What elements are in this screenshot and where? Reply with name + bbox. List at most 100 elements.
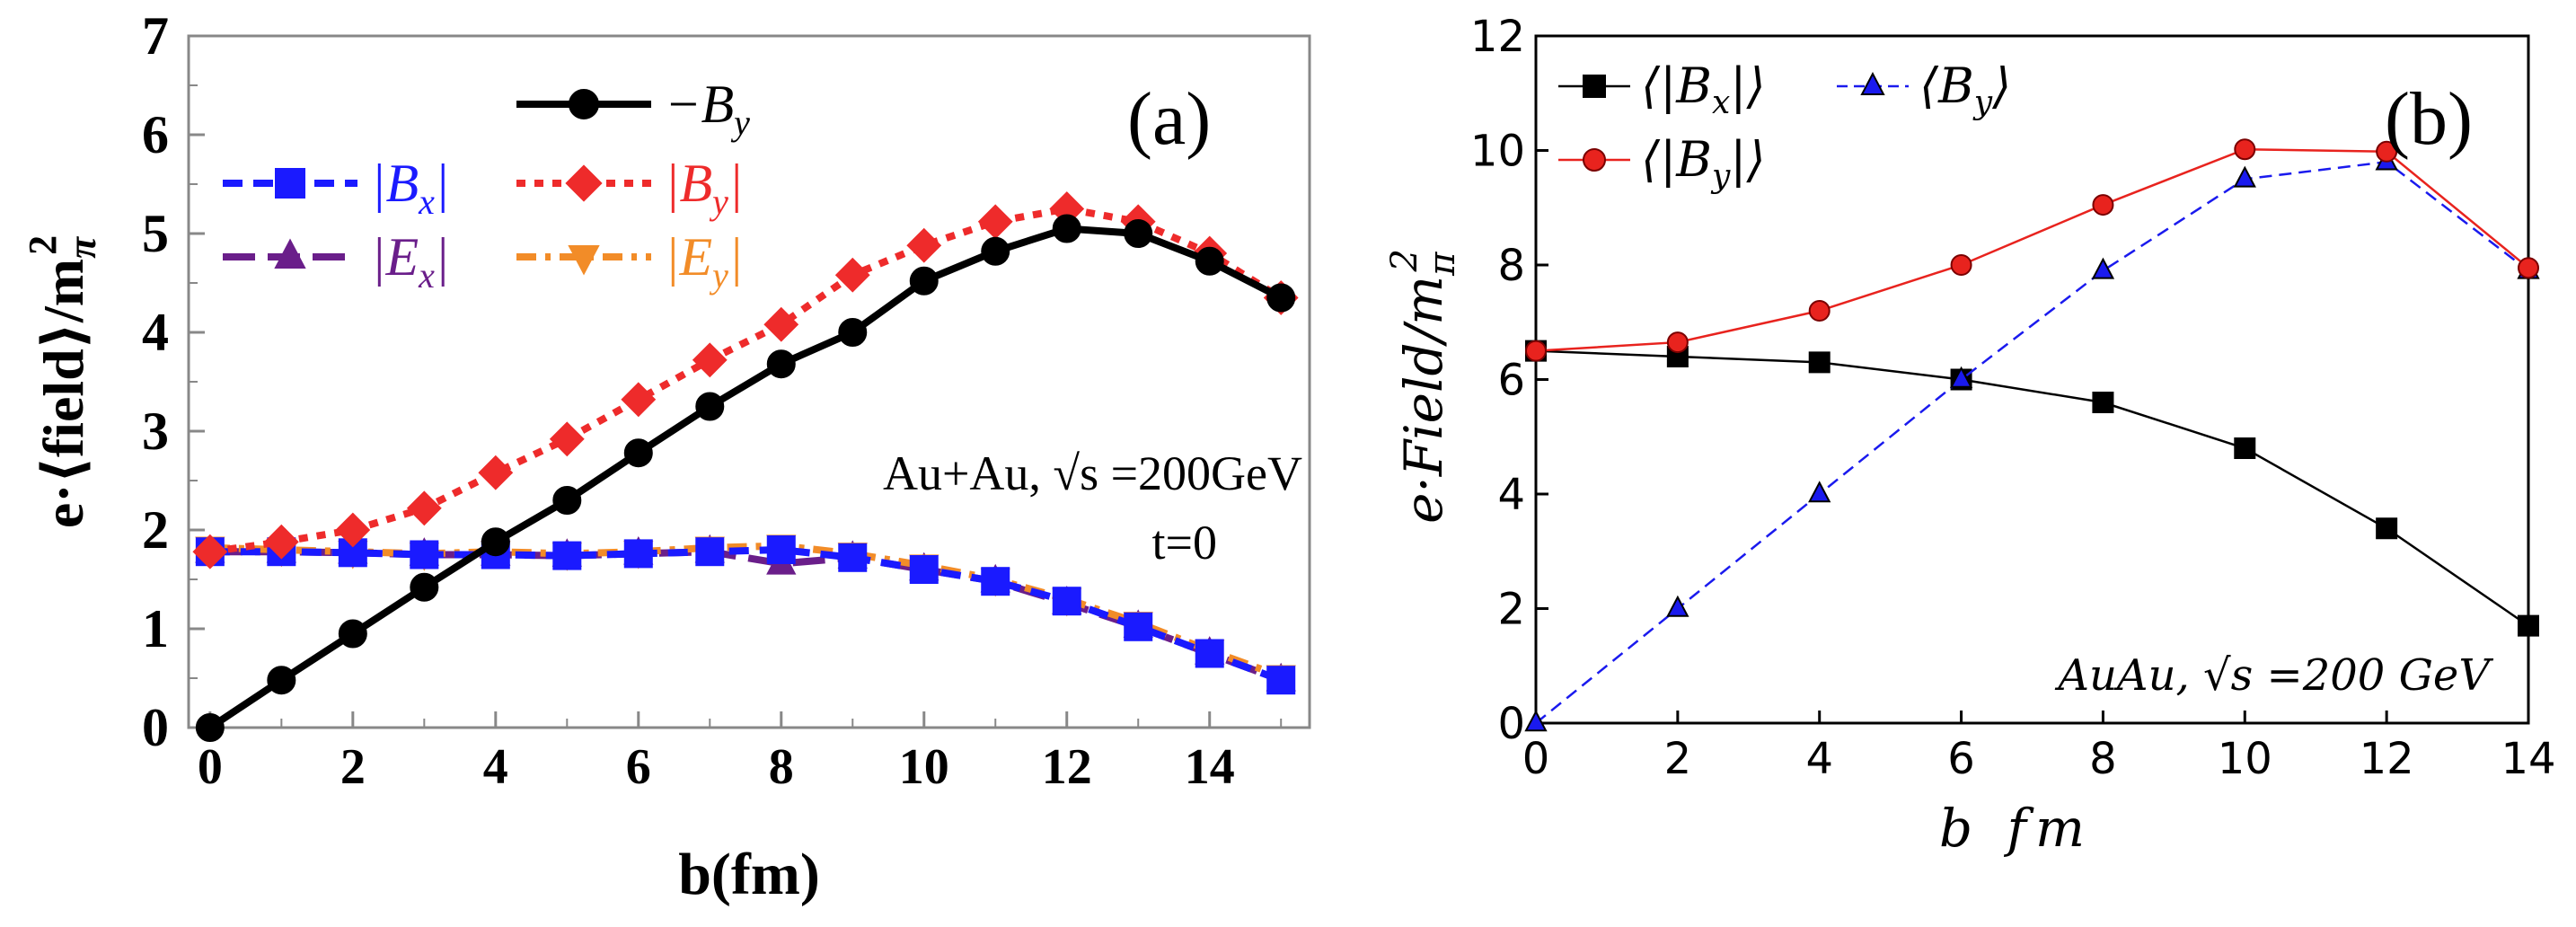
- chart-a-series-0-point: [1052, 214, 1081, 243]
- chart-a-series-2-point: [192, 534, 228, 569]
- chart-b-series-2-point: [1808, 300, 1831, 322]
- chart-b-legend-label: ⟨|By|⟩: [1641, 131, 1766, 195]
- chart-a-ytick-label: 3: [142, 402, 169, 461]
- chart-a-legend-marker: [568, 245, 600, 276]
- chart-a-ytick-label: 7: [142, 6, 169, 66]
- chart-b-series-1-point: [1666, 595, 1689, 617]
- chart-a-ytick-label: 2: [142, 500, 169, 560]
- chart-a-ytick-label: 6: [142, 105, 169, 164]
- chart-a-series-2-point: [763, 306, 799, 342]
- chart-a-series-4-line: [209, 542, 1283, 680]
- chart-b-ytick-label: 10: [1470, 127, 1525, 177]
- chart-b-xtick-label: 2: [1664, 734, 1692, 784]
- chart-b-series-1-point: [2091, 257, 2115, 279]
- chart-b-legend-marker: [1583, 148, 1606, 172]
- chart-b-series-0-point: [2234, 437, 2256, 459]
- chart-a-ylabel: e·⟨field⟩/mπ2: [21, 235, 104, 528]
- chart-b-series-0-point: [2376, 517, 2398, 540]
- chart-a-legend-label: |Ey|: [665, 227, 743, 296]
- chart-b-legend-marker: [1860, 72, 1885, 95]
- chart-a-ytick-label: 5: [142, 204, 169, 263]
- chart-b-legend: ⟨|Bx|⟩ ⟨By⟩ ⟨|By|⟩: [1558, 57, 2011, 195]
- chart-a-ytick-label: 0: [142, 698, 169, 757]
- chart-a-series-1-point: [1195, 639, 1224, 668]
- chart-b-xtick-label: 8: [2089, 734, 2117, 784]
- chart-b-xlabel: b fm: [1939, 798, 2094, 859]
- chart-a-series-2-point: [834, 257, 870, 293]
- chart-b-xtick-label: 10: [2218, 734, 2272, 784]
- chart-b: 0 2 4 6 8 10 12 14 0 2 4 6 8 10 12 e·Field/mπ2 b fm (b…: [1384, 12, 2556, 859]
- chart-b-ytick-label: 2: [1497, 585, 1525, 635]
- chart-a-legend-marker: [275, 168, 305, 199]
- chart-a-series-0-point: [695, 392, 725, 421]
- chart-a-series-0-point: [481, 527, 510, 557]
- chart-b-series-2-point: [2518, 257, 2539, 279]
- chart-b-series-2-line: [1535, 147, 2529, 352]
- chart-a-series-2-point: [263, 524, 299, 560]
- chart-a-series-1-point: [1266, 666, 1296, 695]
- chart-b-series-0-point: [2518, 614, 2539, 637]
- chart-a-series-2-point: [406, 490, 442, 526]
- chart-a-series-0-point: [838, 318, 868, 347]
- chart-a-xlabel: b(fm): [678, 842, 820, 907]
- chart-b-ylabel: e·Field/mπ2: [1384, 249, 1463, 524]
- chart-a-series-2-line: [209, 205, 1284, 556]
- chart-b-xtick-label: 12: [2360, 734, 2414, 784]
- chart-b-legend-label: ⟨By⟩: [1919, 57, 2011, 121]
- chart-b-legend-marker: [1583, 75, 1606, 98]
- chart-b-series-1-point: [1524, 710, 1548, 732]
- chart-a-series-2-point: [621, 382, 657, 418]
- chart-a-legend-label: |Bx|: [371, 154, 449, 222]
- chart-b-series-0-point: [2092, 392, 2114, 413]
- chart-a-ytick-label: 1: [142, 599, 169, 658]
- chart-a-series-1-point: [552, 541, 582, 570]
- chart-b-ytick-label: 6: [1497, 356, 1525, 406]
- chart-b-xtick-label: 6: [1947, 734, 1975, 784]
- chart-a-legend-label: −By: [665, 75, 750, 143]
- chart-b-series-2-point: [2376, 140, 2398, 163]
- chart-a-series-1-line: [209, 545, 1283, 684]
- chart-a-annotation-1: Au+Au, √s =200GeV: [883, 446, 1302, 500]
- chart-a-legend-marker: [569, 89, 599, 119]
- chart-a-legend-marker: [565, 164, 603, 202]
- chart-a-series-1-point: [695, 537, 725, 567]
- chart-a-series-0-point: [1266, 283, 1296, 313]
- chart-a-series-0-point: [410, 572, 439, 602]
- chart-b-series-0-point: [1808, 351, 1831, 374]
- chart-a-series-1-point: [1052, 587, 1081, 616]
- chart-a-series-0-point: [267, 666, 296, 695]
- chart-a-series-2-point: [977, 204, 1013, 240]
- chart-a-series-2-point: [549, 421, 585, 457]
- chart-a-xtick-label: 6: [626, 739, 651, 795]
- chart-b-ytick-label: 12: [1470, 12, 1525, 62]
- chart-b-xtick-label: 4: [1805, 734, 1833, 784]
- chart-a-series-1-point: [981, 567, 1010, 596]
- chart-a-series-1-point: [766, 535, 796, 564]
- chart-b-xtick-label: 14: [2501, 734, 2555, 784]
- chart-b-legend-label: ⟨|Bx|⟩: [1641, 57, 1766, 121]
- chart-b-series-1-point: [2233, 165, 2256, 188]
- chart-a-xtick-label: 2: [340, 739, 366, 795]
- chart-a-series-0-point: [1124, 219, 1153, 248]
- chart-b-xtick-label: 0: [1522, 734, 1550, 784]
- chart-a-panel-label: (a): [1127, 77, 1211, 161]
- chart-a-series-0-line: [207, 225, 1284, 731]
- chart-a-xtick-label: 0: [198, 739, 223, 795]
- chart-a-series-2-point: [335, 512, 371, 548]
- chart-a-series-0-point: [1195, 246, 1224, 276]
- chart-a-series-1-point: [1124, 612, 1153, 641]
- chart-a-annotation-2: t=0: [1152, 516, 1217, 569]
- chart-a-series-0-point: [766, 349, 796, 379]
- chart-a-series-0-point: [981, 236, 1010, 266]
- chart-b-series-1-line: [1535, 160, 2529, 724]
- chart-a-series-0-point: [195, 713, 225, 742]
- chart-b-series-2-point: [1666, 331, 1689, 354]
- chart-b-ytick-label: 8: [1497, 241, 1525, 291]
- chart-a-series-2-point: [478, 455, 514, 490]
- chart-a-ytick-label: 4: [142, 303, 169, 362]
- chart-a-series-1-point: [909, 555, 939, 584]
- chart-b-series-2-point: [2092, 194, 2114, 216]
- chart-b-series-1-point: [1808, 481, 1831, 503]
- chart-a-series-0-point: [623, 438, 653, 468]
